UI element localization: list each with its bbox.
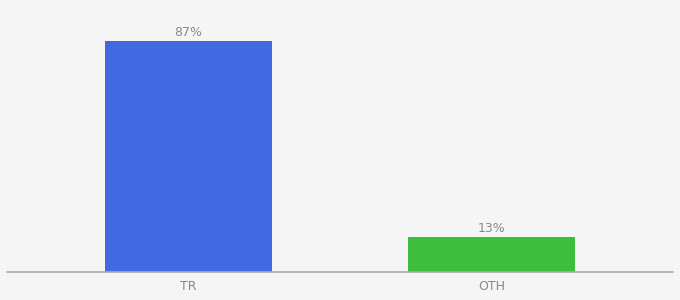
Bar bbox=[105, 41, 272, 272]
Text: 13%: 13% bbox=[477, 222, 505, 235]
Text: 87%: 87% bbox=[175, 26, 203, 39]
Bar bbox=[408, 237, 575, 272]
